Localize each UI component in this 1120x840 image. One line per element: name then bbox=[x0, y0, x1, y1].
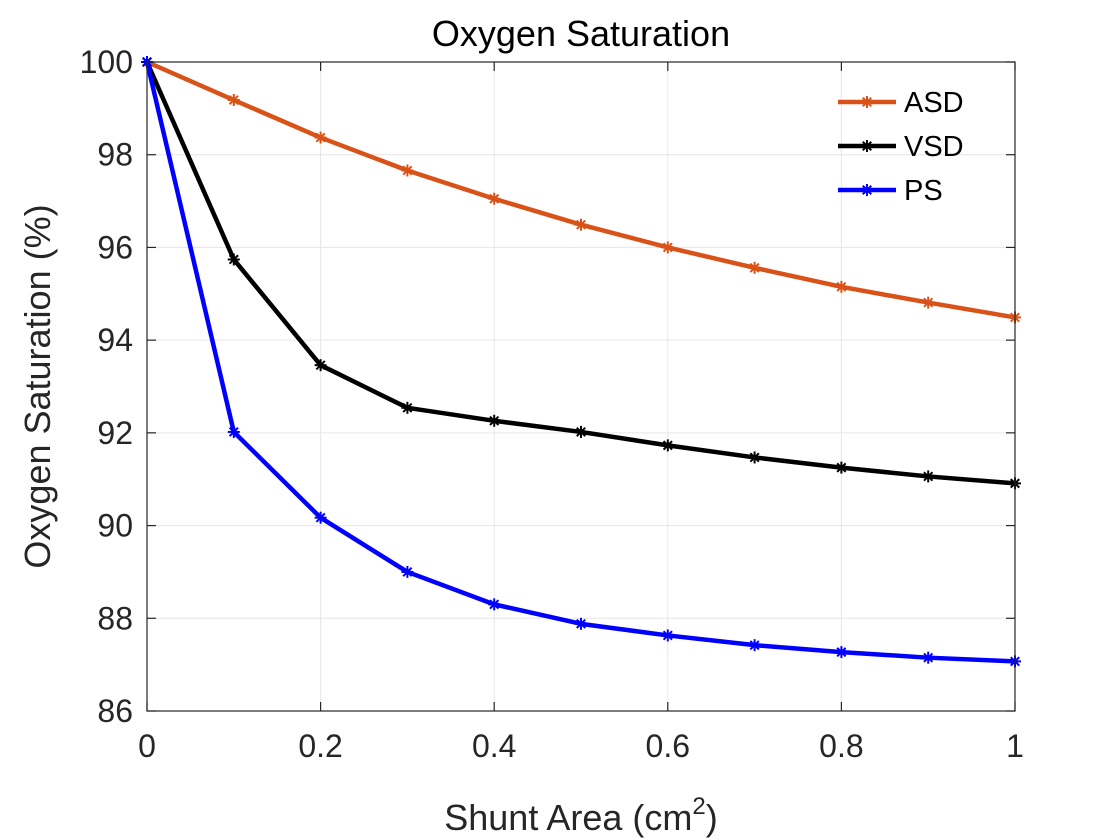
legend-label-vsd: VSD bbox=[904, 131, 964, 163]
chart-title: Oxygen Saturation bbox=[432, 13, 730, 54]
data-point-ps bbox=[922, 651, 935, 664]
y-tick-label: 90 bbox=[97, 508, 133, 544]
legend-label-ps: PS bbox=[904, 175, 943, 207]
data-point-ps bbox=[661, 629, 674, 642]
x-tick-label: 0.8 bbox=[819, 728, 863, 764]
legend-entry-vsd: VSD bbox=[838, 131, 964, 163]
data-point-asd bbox=[661, 241, 674, 254]
x-axis-title: Shunt Area (cm2) bbox=[444, 793, 717, 838]
data-point-vsd bbox=[401, 401, 414, 414]
legend-marker-asd bbox=[861, 96, 873, 108]
data-point-ps bbox=[748, 639, 761, 652]
y-axis-title: Oxygen Saturation (%) bbox=[17, 204, 58, 568]
ticks: 0 0.2 0.4 0.6 0.8 1 86 88 90 92 94 96 98 100 bbox=[80, 44, 1024, 764]
legend-entry-ps: PS bbox=[838, 175, 943, 207]
legend-label-asd: ASD bbox=[904, 87, 964, 119]
y-tick-label: 96 bbox=[97, 229, 133, 265]
y-tick-label: 92 bbox=[97, 415, 133, 451]
data-point-asd bbox=[488, 192, 501, 205]
x-tick-label: 0.4 bbox=[472, 728, 516, 764]
data-point-vsd bbox=[227, 253, 240, 266]
data-point-ps bbox=[488, 598, 501, 611]
series-line-vsd bbox=[144, 61, 1016, 486]
y-tick-label: 86 bbox=[97, 693, 133, 729]
data-point-vsd bbox=[835, 461, 848, 474]
plot-frame bbox=[146, 61, 1016, 712]
data-point-ps bbox=[314, 511, 327, 524]
x-tick-label: 1 bbox=[1006, 728, 1024, 764]
data-point-asd bbox=[922, 296, 935, 309]
data-point-vsd bbox=[575, 425, 587, 438]
x-tick-label: 0.2 bbox=[298, 728, 342, 764]
legend-entry-asd: ASD bbox=[838, 87, 964, 119]
series-vsd bbox=[141, 56, 1021, 490]
data-point-asd bbox=[575, 218, 587, 231]
data-point-asd bbox=[835, 280, 848, 293]
data-point-asd bbox=[314, 131, 327, 144]
legend: ASD VSD PS bbox=[838, 87, 964, 207]
data-point-vsd bbox=[922, 470, 935, 483]
y-tick-label: 88 bbox=[97, 600, 133, 636]
data-point-ps bbox=[227, 425, 240, 438]
y-tick-label: 100 bbox=[80, 44, 133, 80]
data-point-vsd bbox=[314, 359, 327, 372]
series-line-ps bbox=[144, 61, 1016, 664]
data-point-ps bbox=[401, 565, 414, 578]
x-tick-label: 0.6 bbox=[646, 728, 690, 764]
data-point-ps bbox=[835, 646, 848, 659]
y-tick-label: 94 bbox=[97, 322, 133, 358]
grid bbox=[146, 61, 1016, 712]
x-axis-title-superscript: 2 bbox=[692, 793, 705, 820]
y-tick-label: 98 bbox=[97, 137, 133, 173]
data-point-vsd bbox=[661, 439, 674, 452]
data-point-asd bbox=[227, 94, 240, 107]
legend-marker-ps bbox=[861, 184, 873, 196]
legend-marker-vsd bbox=[861, 140, 873, 152]
data-point-ps bbox=[575, 617, 587, 630]
series-asd bbox=[141, 56, 1021, 324]
data-point-vsd bbox=[488, 414, 501, 427]
x-tick-label: 0 bbox=[138, 728, 156, 764]
data-point-asd bbox=[401, 164, 414, 177]
x-axis-title-end: ) bbox=[706, 797, 718, 838]
x-axis-title-main: Shunt Area (cm bbox=[444, 797, 692, 838]
data-point-vsd bbox=[748, 451, 761, 464]
data-point-asd bbox=[748, 261, 761, 274]
